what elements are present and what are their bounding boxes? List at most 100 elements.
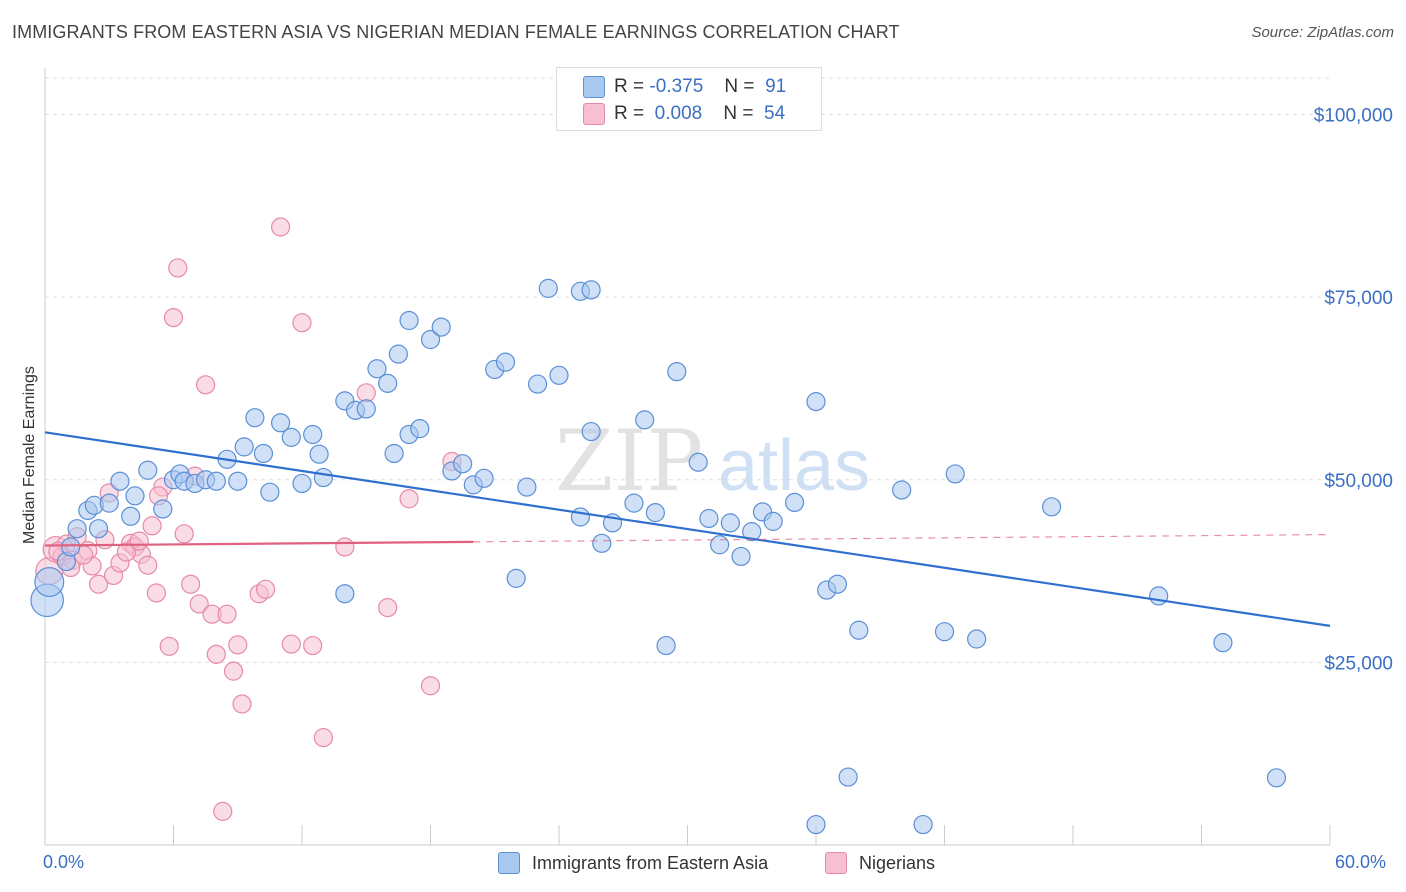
eastern-asia-point <box>67 519 87 539</box>
x-tick-min: 0.0% <box>43 852 85 872</box>
eastern-asia-point <box>581 421 601 442</box>
nigerians-point <box>142 516 162 536</box>
blue-r-label: R = <box>614 76 645 97</box>
eastern-asia-point <box>88 519 109 539</box>
stats-box: R = -0.375 N = 91 R = 0.008 N = 54 <box>556 67 822 131</box>
eastern-asia-point <box>538 278 558 298</box>
nigerians-point <box>335 537 355 557</box>
nigerians-point <box>196 375 216 395</box>
grid-lines <box>45 77 1330 663</box>
legend-label-nigerians: Nigerians <box>859 852 936 873</box>
nigerians-point <box>420 676 441 696</box>
eastern-asia-point <box>892 480 912 500</box>
eastern-asia-point <box>549 365 569 385</box>
nigerians-point <box>232 694 252 714</box>
nigerians-point <box>217 604 237 624</box>
eastern-asia-point <box>281 427 301 447</box>
legend-item-nigerians[interactable]: Nigerians <box>825 852 935 874</box>
eastern-asia-point <box>474 468 494 488</box>
nigerians-point <box>168 258 188 278</box>
eastern-asia-point <box>453 454 473 474</box>
eastern-asia-point <box>688 452 708 472</box>
eastern-asia-point <box>527 374 548 394</box>
eastern-asia-point <box>245 408 265 428</box>
eastern-asia-point <box>592 533 612 553</box>
nigerians-point <box>313 728 334 748</box>
eastern-asia-point <box>1213 633 1233 653</box>
watermark-atlas: atlas <box>718 426 870 506</box>
eastern-asia-point <box>260 482 280 502</box>
eastern-asia-point <box>667 362 687 382</box>
legend-swatch-blue <box>498 852 520 874</box>
pink-swatch <box>583 103 605 125</box>
eastern-asia-point <box>945 464 965 484</box>
eastern-asia-point <box>581 280 601 300</box>
eastern-asia-point <box>388 344 408 364</box>
eastern-asia-point <box>309 444 329 464</box>
eastern-asia-point <box>763 511 783 531</box>
eastern-asia-point <box>517 477 537 497</box>
eastern-asia-point <box>838 767 858 787</box>
pink-n-value: 54 <box>764 103 786 124</box>
blue-n-value: 91 <box>765 76 787 97</box>
eastern-asia-point <box>967 629 987 649</box>
eastern-asia-point <box>153 499 173 519</box>
eastern-asia-point <box>624 493 644 513</box>
eastern-asia-point <box>378 373 398 393</box>
eastern-asia-point <box>138 460 158 480</box>
eastern-asia-point <box>125 486 145 506</box>
eastern-asia-point <box>806 814 826 835</box>
nigerians-point <box>281 634 301 654</box>
pink-r-value: 0.008 <box>654 103 703 124</box>
eastern-asia-point <box>228 471 248 491</box>
nigerians-point <box>356 383 376 403</box>
eastern-asia-point <box>110 471 130 491</box>
pink-n-label: N = <box>723 103 754 124</box>
eastern-asia-point <box>806 392 826 412</box>
eastern-asia-point <box>742 522 762 542</box>
eastern-asia-point <box>206 471 226 491</box>
axes <box>44 68 1331 846</box>
nigerians-point <box>292 313 312 333</box>
eastern-asia-point <box>934 622 955 642</box>
nigerians-point <box>88 574 109 594</box>
eastern-asia-trend-line <box>44 431 1331 627</box>
eastern-asia-point <box>367 359 387 379</box>
eastern-asia-point <box>420 329 441 350</box>
blue-r-value: -0.375 <box>649 76 704 97</box>
y-tick-label: $25,000 <box>1324 653 1393 674</box>
eastern-asia-point <box>720 513 740 533</box>
eastern-asia-points <box>30 278 1287 835</box>
eastern-asia-point <box>99 493 119 513</box>
eastern-asia-point <box>1266 768 1287 788</box>
legend-label-eastern-asia: Immigrants from Eastern Asia <box>532 852 769 873</box>
y-axis-label: Median Female Earnings <box>21 366 38 544</box>
nigerians-point <box>181 574 201 594</box>
legend: Immigrants from Eastern Asia Nigerians <box>0 852 1406 876</box>
legend-item-eastern-asia[interactable]: Immigrants from Eastern Asia <box>498 852 768 874</box>
nigerians-point <box>159 636 179 656</box>
nigerians-point <box>378 597 398 618</box>
watermark-zip: ZIP <box>555 412 703 510</box>
nigerians-point <box>223 661 244 681</box>
y-tick-label: $50,000 <box>1324 471 1393 492</box>
eastern-asia-point <box>61 537 81 557</box>
eastern-asia-point <box>303 424 323 445</box>
source-label: Source: ZipAtlas.com <box>1251 24 1394 41</box>
nigerians-point <box>163 307 184 328</box>
eastern-asia-point <box>570 507 591 527</box>
eastern-asia-point <box>431 317 451 337</box>
eastern-asia-point <box>699 508 719 529</box>
eastern-asia-point <box>384 443 404 464</box>
eastern-asia-point <box>313 467 334 488</box>
watermark: ZIP atlas <box>555 412 870 510</box>
eastern-asia-point <box>506 568 526 588</box>
eastern-asia-point <box>656 635 676 656</box>
eastern-asia-point <box>849 620 869 640</box>
eastern-asia-point <box>121 506 141 526</box>
y-tick-label: $100,000 <box>1314 106 1393 127</box>
nigerians-point <box>206 644 226 664</box>
nigerians-point <box>129 531 149 551</box>
y-tick-labels: $25,000 $50,000 $75,000 $100,000 <box>1314 106 1393 675</box>
